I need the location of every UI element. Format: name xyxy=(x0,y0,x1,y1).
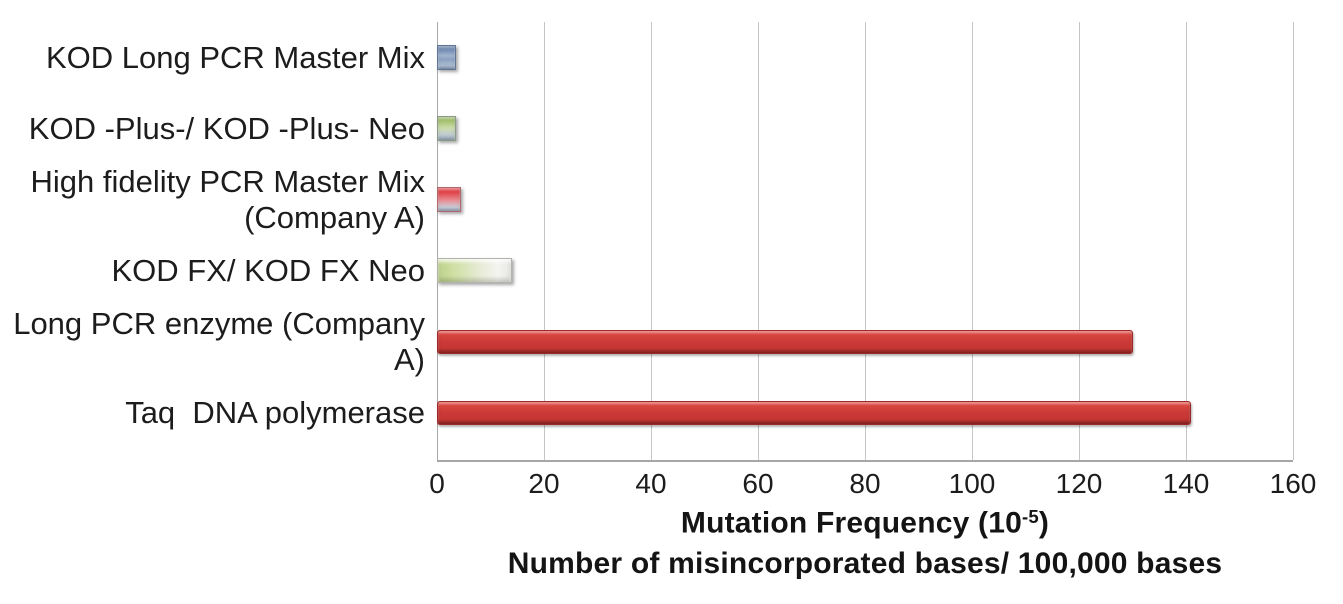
gridline xyxy=(436,22,438,460)
x-tick-label: 40 xyxy=(635,468,667,499)
category-label: KOD Long PCR Master Mix xyxy=(46,39,425,75)
bar-row xyxy=(437,306,1293,377)
bar-3 xyxy=(437,187,462,212)
x-axis-title-text: Mutation Frequency (10 xyxy=(680,506,1022,540)
bar-6 xyxy=(437,400,1192,425)
category-label: Taq DNA polymerase xyxy=(125,394,425,430)
category-label: High fidelity PCR Master Mix (Company A) xyxy=(30,164,434,235)
x-tick-label: 0 xyxy=(429,468,445,499)
category-label: KOD -Plus-/ KOD -Plus- Neo xyxy=(28,110,425,146)
gridline xyxy=(1078,22,1080,460)
gridline xyxy=(543,22,545,460)
category-label: KOD FX/ KOD FX Neo xyxy=(111,252,425,288)
category-labels: KOD Long PCR Master Mix KOD -Plus-/ KOD -… xyxy=(0,22,437,448)
x-tick-label: 160 xyxy=(1269,468,1317,499)
x-axis-ticks: 0 20 40 60 80 100 120 140 160 xyxy=(429,468,1316,504)
gridline xyxy=(864,22,866,460)
bar-5 xyxy=(437,329,1133,354)
bar-row xyxy=(437,235,1293,306)
x-axis-subtitle: Number of misincorporated bases/ 100,000… xyxy=(507,547,1223,580)
category-label: Long PCR enzyme (Company A) xyxy=(13,306,432,377)
x-tick-label: 20 xyxy=(528,468,560,499)
plot-area xyxy=(436,22,1294,462)
x-axis-title-superscript: -5 xyxy=(1021,506,1039,527)
x-axis-title: Mutation Frequency (10-5) xyxy=(437,506,1293,540)
gridline xyxy=(1185,22,1187,460)
x-tick-label: 60 xyxy=(742,468,774,499)
bar-1 xyxy=(437,45,456,70)
gridline xyxy=(757,22,759,460)
bar-row xyxy=(437,164,1293,235)
x-axis-title-suffix: ) xyxy=(1038,506,1050,540)
bar-row xyxy=(437,93,1293,164)
bar-row xyxy=(437,377,1293,448)
x-tick-label: 120 xyxy=(1055,468,1103,499)
gridline xyxy=(1292,22,1294,460)
bar-row xyxy=(437,22,1293,93)
bar-2 xyxy=(437,116,456,141)
bar-4 xyxy=(437,258,512,283)
gridline xyxy=(650,22,652,460)
x-tick-label: 100 xyxy=(948,468,996,499)
x-tick-label: 80 xyxy=(849,468,881,499)
x-tick-label: 140 xyxy=(1162,468,1210,499)
gridline xyxy=(971,22,973,460)
bars-area xyxy=(437,22,1293,448)
